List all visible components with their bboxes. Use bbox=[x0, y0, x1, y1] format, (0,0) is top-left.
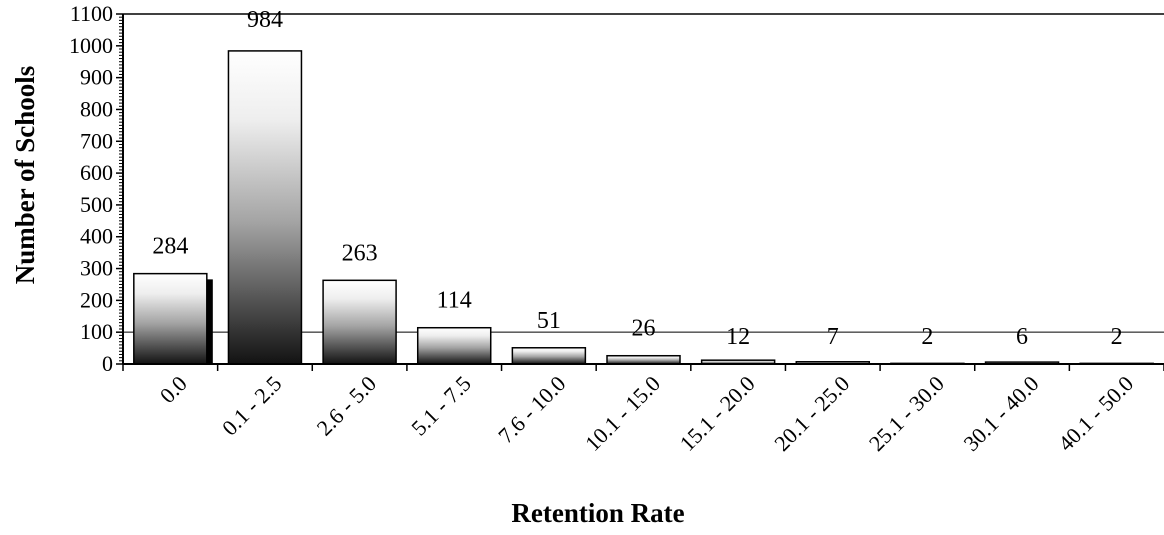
data-label-6: 26 bbox=[632, 316, 656, 342]
y-tick-label-300: 300 bbox=[80, 256, 113, 281]
y-tick-label-1100: 1100 bbox=[70, 1, 113, 26]
data-label-9: 2 bbox=[921, 324, 933, 350]
bar-1 bbox=[133, 272, 208, 365]
y-axis-title: Number of Schools bbox=[10, 66, 40, 285]
x-tick-label-4: 5.1 - 7.5 bbox=[406, 371, 476, 441]
y-tick-label-800: 800 bbox=[80, 96, 113, 121]
x-tick-label-5: 7.6 - 10.0 bbox=[493, 371, 570, 448]
x-tick-label-9: 25.1 - 30.0 bbox=[864, 371, 949, 456]
x-tick-label-10: 30.1 - 40.0 bbox=[958, 371, 1043, 456]
data-label-1: 284 bbox=[152, 234, 188, 260]
y-tick-label-900: 900 bbox=[80, 65, 113, 90]
bar-2 bbox=[227, 50, 303, 365]
y-tick-label-100: 100 bbox=[80, 319, 113, 344]
x-tick-label-8: 20.1 - 25.0 bbox=[769, 371, 854, 456]
data-label-7: 12 bbox=[726, 324, 750, 350]
y-tick-label-0: 0 bbox=[102, 351, 113, 376]
bar-shadow bbox=[204, 279, 213, 364]
data-label-10: 6 bbox=[1016, 324, 1028, 350]
x-tick-label-11: 40.1 - 50.0 bbox=[1053, 371, 1138, 456]
data-label-4: 114 bbox=[437, 288, 472, 314]
y-tick-label-200: 200 bbox=[80, 287, 113, 312]
y-tick-label-700: 700 bbox=[80, 128, 113, 153]
bar-6 bbox=[606, 354, 681, 365]
x-tick-label-3: 2.6 - 5.0 bbox=[312, 371, 382, 441]
data-label-8: 7 bbox=[827, 324, 839, 350]
y-tick-label-400: 400 bbox=[80, 224, 113, 249]
x-tick-label-7: 15.1 - 20.0 bbox=[675, 371, 760, 456]
bar-5 bbox=[511, 347, 587, 365]
data-label-2: 984 bbox=[247, 7, 283, 33]
bar-4 bbox=[416, 326, 492, 365]
data-label-3: 263 bbox=[342, 240, 378, 266]
data-label-5: 51 bbox=[537, 308, 561, 334]
x-axis-title: Retention Rate bbox=[511, 498, 684, 528]
x-tick-label-1: 0.0 bbox=[155, 371, 192, 408]
y-tick-label-500: 500 bbox=[80, 192, 113, 217]
x-tick-label-6: 10.1 - 15.0 bbox=[580, 371, 665, 456]
y-tick-label-600: 600 bbox=[80, 160, 113, 185]
x-tick-label-2: 0.1 - 2.5 bbox=[217, 371, 287, 441]
bar-3 bbox=[322, 279, 397, 365]
data-label-11: 2 bbox=[1111, 324, 1123, 350]
y-tick-label-1000: 1000 bbox=[69, 33, 113, 58]
